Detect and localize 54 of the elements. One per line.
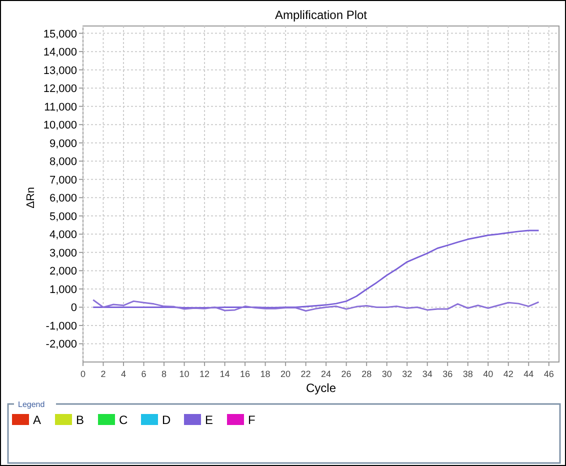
x-tick-label: 46 — [544, 369, 554, 379]
x-tick-label: 26 — [341, 369, 352, 379]
y-tick-label: 12,000 — [43, 83, 77, 96]
y-tick-label: 13,000 — [43, 64, 77, 77]
x-tick-label: 38 — [462, 369, 473, 379]
legend-title: Legend — [18, 400, 45, 409]
y-tick-label: 14,000 — [43, 46, 77, 59]
x-tick-label: 14 — [220, 369, 230, 379]
x-tick-label: 40 — [483, 369, 494, 379]
y-tick-label: 7,000 — [49, 174, 77, 186]
x-tick-label: 16 — [240, 369, 250, 379]
x-tick-label: 36 — [442, 369, 453, 379]
x-tick-label: 44 — [524, 369, 534, 379]
y-tick-label: -2,000 — [46, 338, 77, 351]
y-tick-label: 15,000 — [43, 28, 77, 40]
y-tick-label: 0 — [70, 302, 77, 314]
x-tick-label: 42 — [503, 369, 514, 379]
y-tick-label: 9,000 — [49, 138, 77, 150]
x-tick-label: 30 — [382, 369, 392, 379]
line-series — [92, 299, 540, 312]
y-tick-label: 5,000 — [49, 210, 77, 223]
legend-label: C — [119, 413, 128, 427]
x-tick-label: 18 — [260, 369, 270, 379]
x-tick-label: 4 — [121, 369, 126, 379]
x-tick-label: 12 — [200, 369, 210, 379]
line-series — [92, 230, 540, 309]
x-tick-label: 2 — [100, 369, 106, 379]
x-axis-title: Cycle — [306, 381, 336, 395]
y-tick-label: 11,000 — [44, 101, 77, 114]
y-tick-label: 6,000 — [49, 192, 77, 205]
x-tick-label: 24 — [321, 369, 332, 379]
x-tick-label: 34 — [422, 369, 432, 379]
x-tick-label: 10 — [179, 369, 190, 379]
y-tick-label: 10,000 — [43, 120, 77, 132]
y-tick-label: 4,000 — [49, 229, 77, 242]
y-axis-title: ΔRn — [25, 186, 37, 208]
x-tick-label: 6 — [141, 369, 146, 379]
y-tick-label: 2,000 — [49, 266, 77, 278]
x-tick-label: 28 — [362, 369, 372, 379]
legend-label: E — [205, 413, 214, 427]
x-tick-label: 20 — [280, 369, 291, 379]
legend-label: B — [76, 413, 84, 427]
legend-label: F — [248, 413, 256, 427]
y-tick-label: 8,000 — [49, 156, 77, 168]
x-tick-label: 0 — [80, 369, 86, 379]
x-tick-label: 22 — [300, 369, 311, 379]
legend-label: D — [162, 413, 171, 427]
y-tick-label: 3,000 — [49, 247, 77, 260]
legend-label: A — [33, 413, 42, 427]
x-tick-label: 32 — [402, 369, 412, 379]
x-tick-label: 8 — [162, 369, 167, 379]
y-tick-label: -1,000 — [46, 320, 77, 332]
y-tick-label: 1,000 — [49, 284, 77, 296]
chart-title: Amplification Plot — [274, 8, 368, 22]
